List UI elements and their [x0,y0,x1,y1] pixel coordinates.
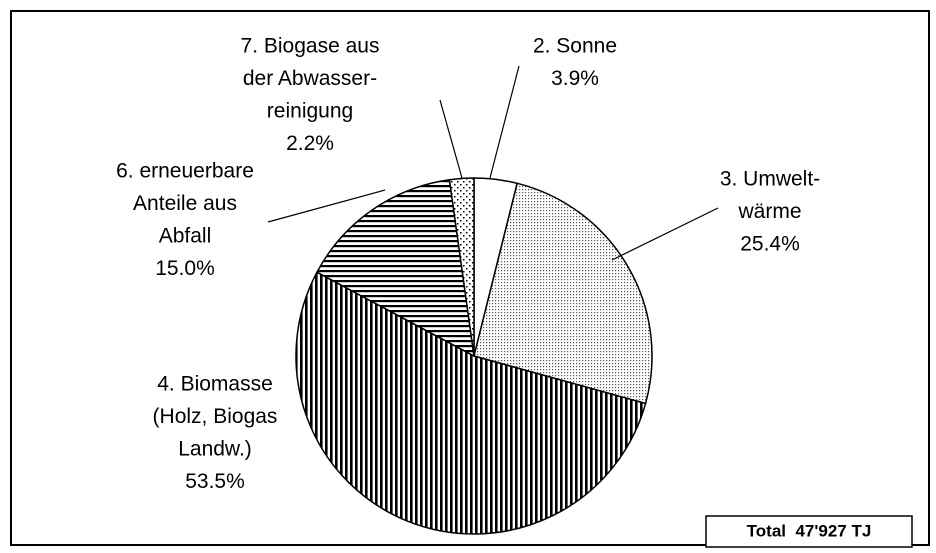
pie-slice [315,178,475,358]
frame [10,10,930,546]
slice-label: Landw.) [178,438,252,461]
slice-label: 4. Biomasse [157,373,273,396]
leader-line [489,65,520,179]
value-label: 15.0% [155,257,215,280]
total-box [705,515,913,548]
slice-label: Anteile aus [133,192,237,215]
slice-label: wärme [737,200,801,223]
value-label: 2.2% [286,132,334,155]
slice-label: 6. erneuerbare [116,160,254,183]
value-label: 25.4% [740,233,800,256]
value-label: 53.5% [185,470,245,493]
total-label: Total 47'927 TJ [747,521,872,540]
leader-line [267,189,386,223]
leader-line [611,207,719,261]
slice-label: 2. Sonne [533,35,617,58]
slice-label: Abfall [159,225,212,248]
slice-label: 3. Umwelt- [720,168,820,191]
slice-label: (Holz, Biogas [153,405,278,428]
slice-label: reinigung [267,100,353,123]
pie-slice [473,182,653,405]
slice-label: der Abwasser- [243,67,377,90]
pie-slice [295,271,647,535]
leader-line [439,99,463,179]
value-label: 3.9% [551,67,599,90]
pie-slice [448,177,475,357]
slice-label: 7. Biogase aus [241,35,380,58]
